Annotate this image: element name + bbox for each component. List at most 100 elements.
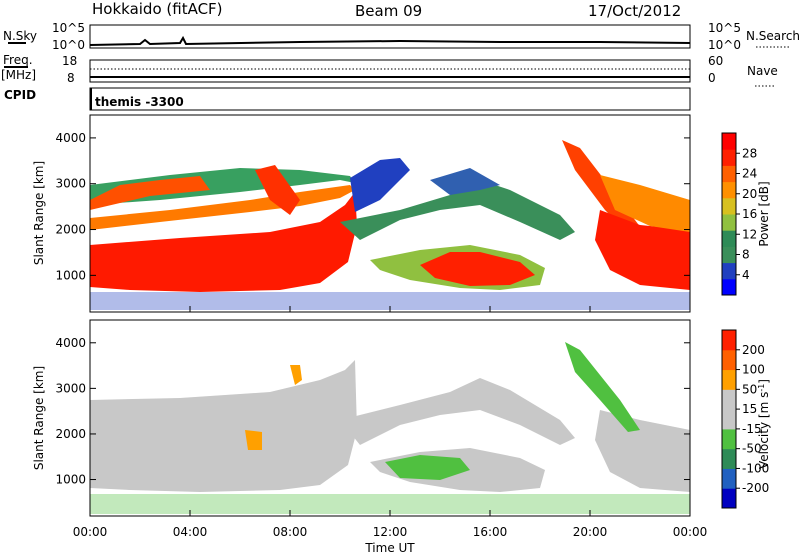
- nsky-strip: N.Sky 10^5 10^0 10^5 10^0 N.Search: [3, 21, 800, 52]
- velocity-cbar-tick-label: -200: [742, 481, 769, 495]
- power-cbar-tick-label: 12: [742, 227, 757, 241]
- velocity-cbar-swatch: [722, 468, 736, 489]
- velocity-region-left: [90, 360, 357, 492]
- power-cbar-swatch: [722, 278, 736, 296]
- power-cbar-swatch: [722, 214, 736, 231]
- power-region-right-green: [600, 175, 690, 232]
- velocity-cbar-swatch: [722, 488, 736, 509]
- velocity-cbar-label-sup: -1: [757, 384, 766, 392]
- velocity-ytick-label: 3000: [55, 381, 86, 395]
- power-region-left-low: [90, 192, 357, 292]
- power-cbar-tick-label: 4: [742, 268, 750, 282]
- nave-tick-top: 60: [708, 54, 723, 68]
- xtick-label: 04:00: [173, 525, 208, 539]
- power-cbar-swatch: [722, 133, 736, 150]
- velocity-ytick-label: 2000: [55, 427, 86, 441]
- nsearch-tick-top: 10^5: [708, 21, 741, 35]
- power-ylabel: Slant Range [km]: [32, 161, 46, 265]
- station-title: Hokkaido (fitACF): [92, 0, 223, 18]
- velocity-cbar-tick-label: 200: [742, 343, 765, 357]
- power-region-bottom-noise: [90, 292, 690, 310]
- freq-unit: [MHz]: [1, 68, 36, 82]
- velocity-cbar-tick-label: 100: [742, 363, 765, 377]
- power-region-arc: [340, 180, 575, 240]
- velocity-cbar-frame: [721, 329, 737, 509]
- nsearch-label: N.Search: [746, 29, 800, 43]
- nsky-trace: [89, 35, 691, 46]
- cpid-value: themis -3300: [95, 95, 184, 109]
- power-yticks: 4000 3000 2000 1000: [55, 131, 690, 282]
- power-cbar-swatch: [722, 165, 736, 183]
- velocity-cbar-swatch: [722, 369, 736, 390]
- power-region-right-low: [595, 210, 690, 290]
- velocity-region-hump-green: [385, 455, 470, 480]
- velocity-region-bottom: [90, 494, 690, 514]
- power-cbar-tick-label: 8: [742, 248, 750, 262]
- velocity-cbar-swatch: [722, 448, 736, 469]
- power-region-hump-core: [420, 252, 535, 286]
- power-cbar-label: Power [dB]: [757, 181, 771, 246]
- velocity-cbar-tick-label: 15: [742, 402, 757, 416]
- power-region-right-streak: [562, 140, 650, 245]
- velocity-cbar-swatch: [722, 389, 736, 410]
- power-ytick-label: 4000: [55, 131, 86, 145]
- power-cbar-tick-label: 16: [742, 207, 757, 221]
- power-cbar-tick-label: 24: [742, 167, 757, 181]
- velocity-data: [90, 342, 690, 514]
- xtick-label: 16:00: [473, 525, 508, 539]
- power-region-upper-left: [90, 176, 210, 210]
- velocity-cbar-label-end: ]: [757, 379, 771, 384]
- nave-label: Nave: [747, 64, 778, 78]
- freq-label: Freq.: [3, 53, 33, 67]
- velocity-cbar-swatch: [722, 349, 736, 371]
- power-cbar-tick-label: 28: [742, 146, 757, 160]
- beam-title: Beam 09: [355, 2, 422, 20]
- velocity-yticks: 4000 3000 2000 1000: [55, 336, 690, 487]
- velocity-region-orange2: [245, 430, 262, 450]
- power-cbar-swatch: [722, 181, 736, 199]
- power-ytick-label: 2000: [55, 223, 86, 237]
- velocity-xlabel: Time UT: [364, 541, 415, 554]
- xtick-label: 00:00: [673, 525, 708, 539]
- power-cbar-swatch: [722, 246, 736, 264]
- xtick-label: 00:00: [73, 525, 108, 539]
- power-region-arc-blue: [350, 158, 410, 212]
- velocity-xticks: 00:00 04:00 08:00 12:00 16:00 20:00 00:00: [73, 306, 708, 539]
- cpid-label: CPID: [4, 88, 36, 102]
- power-ytick-label: 3000: [55, 177, 86, 191]
- power-region-left-top: [90, 168, 355, 205]
- velocity-cbar-tick-label: -100: [742, 461, 769, 475]
- velocity-ytick-label: 4000: [55, 336, 86, 350]
- velocity-region-arc: [340, 378, 575, 445]
- power-region-streak: [255, 165, 300, 215]
- xtick-label: 08:00: [273, 525, 308, 539]
- power-panel: Slant Range [km] 4000 3000 2000 1000 28 24 20…: [32, 114, 771, 313]
- velocity-cbar-tick-label: -15: [742, 422, 762, 436]
- velocity-cbar-tick-label: -50: [742, 442, 762, 456]
- velocity-region-orange: [290, 365, 302, 385]
- nsky-tick-top: 10^5: [52, 21, 85, 35]
- power-cbar-swatch: [722, 197, 736, 215]
- velocity-cbar-tick-label: 50: [742, 382, 757, 396]
- freq-strip: Freq. [MHz] 18 8 60 0 Nave: [1, 53, 778, 87]
- power-cbar-swatch: [722, 149, 736, 166]
- power-cbar-swatch: [722, 230, 736, 247]
- velocity-cbar-label-main: Velocity [m s: [757, 392, 771, 469]
- power-data: [90, 140, 690, 310]
- freq-tick-top: 18: [62, 54, 77, 68]
- xtick-label: 20:00: [573, 525, 608, 539]
- velocity-cbar-swatch: [722, 409, 736, 430]
- freq-tick-bottom: 8: [67, 71, 75, 85]
- velocity-cbar-label: Velocity [m s-1]: [757, 379, 771, 469]
- date-title: 17/Oct/2012: [588, 2, 681, 20]
- nave-tick-bottom: 0: [708, 71, 716, 85]
- power-colorbar: 28 24 20 16 12 8 4: [721, 132, 757, 296]
- velocity-ylabel: Slant Range [km]: [32, 366, 46, 470]
- nsky-label: N.Sky: [3, 29, 37, 43]
- power-region-arc-right: [430, 168, 500, 195]
- velocity-cbar-swatch: [722, 330, 736, 351]
- cpid-strip: CPID themis -3300: [4, 87, 691, 111]
- power-cbar-tick-label: 20: [742, 187, 757, 201]
